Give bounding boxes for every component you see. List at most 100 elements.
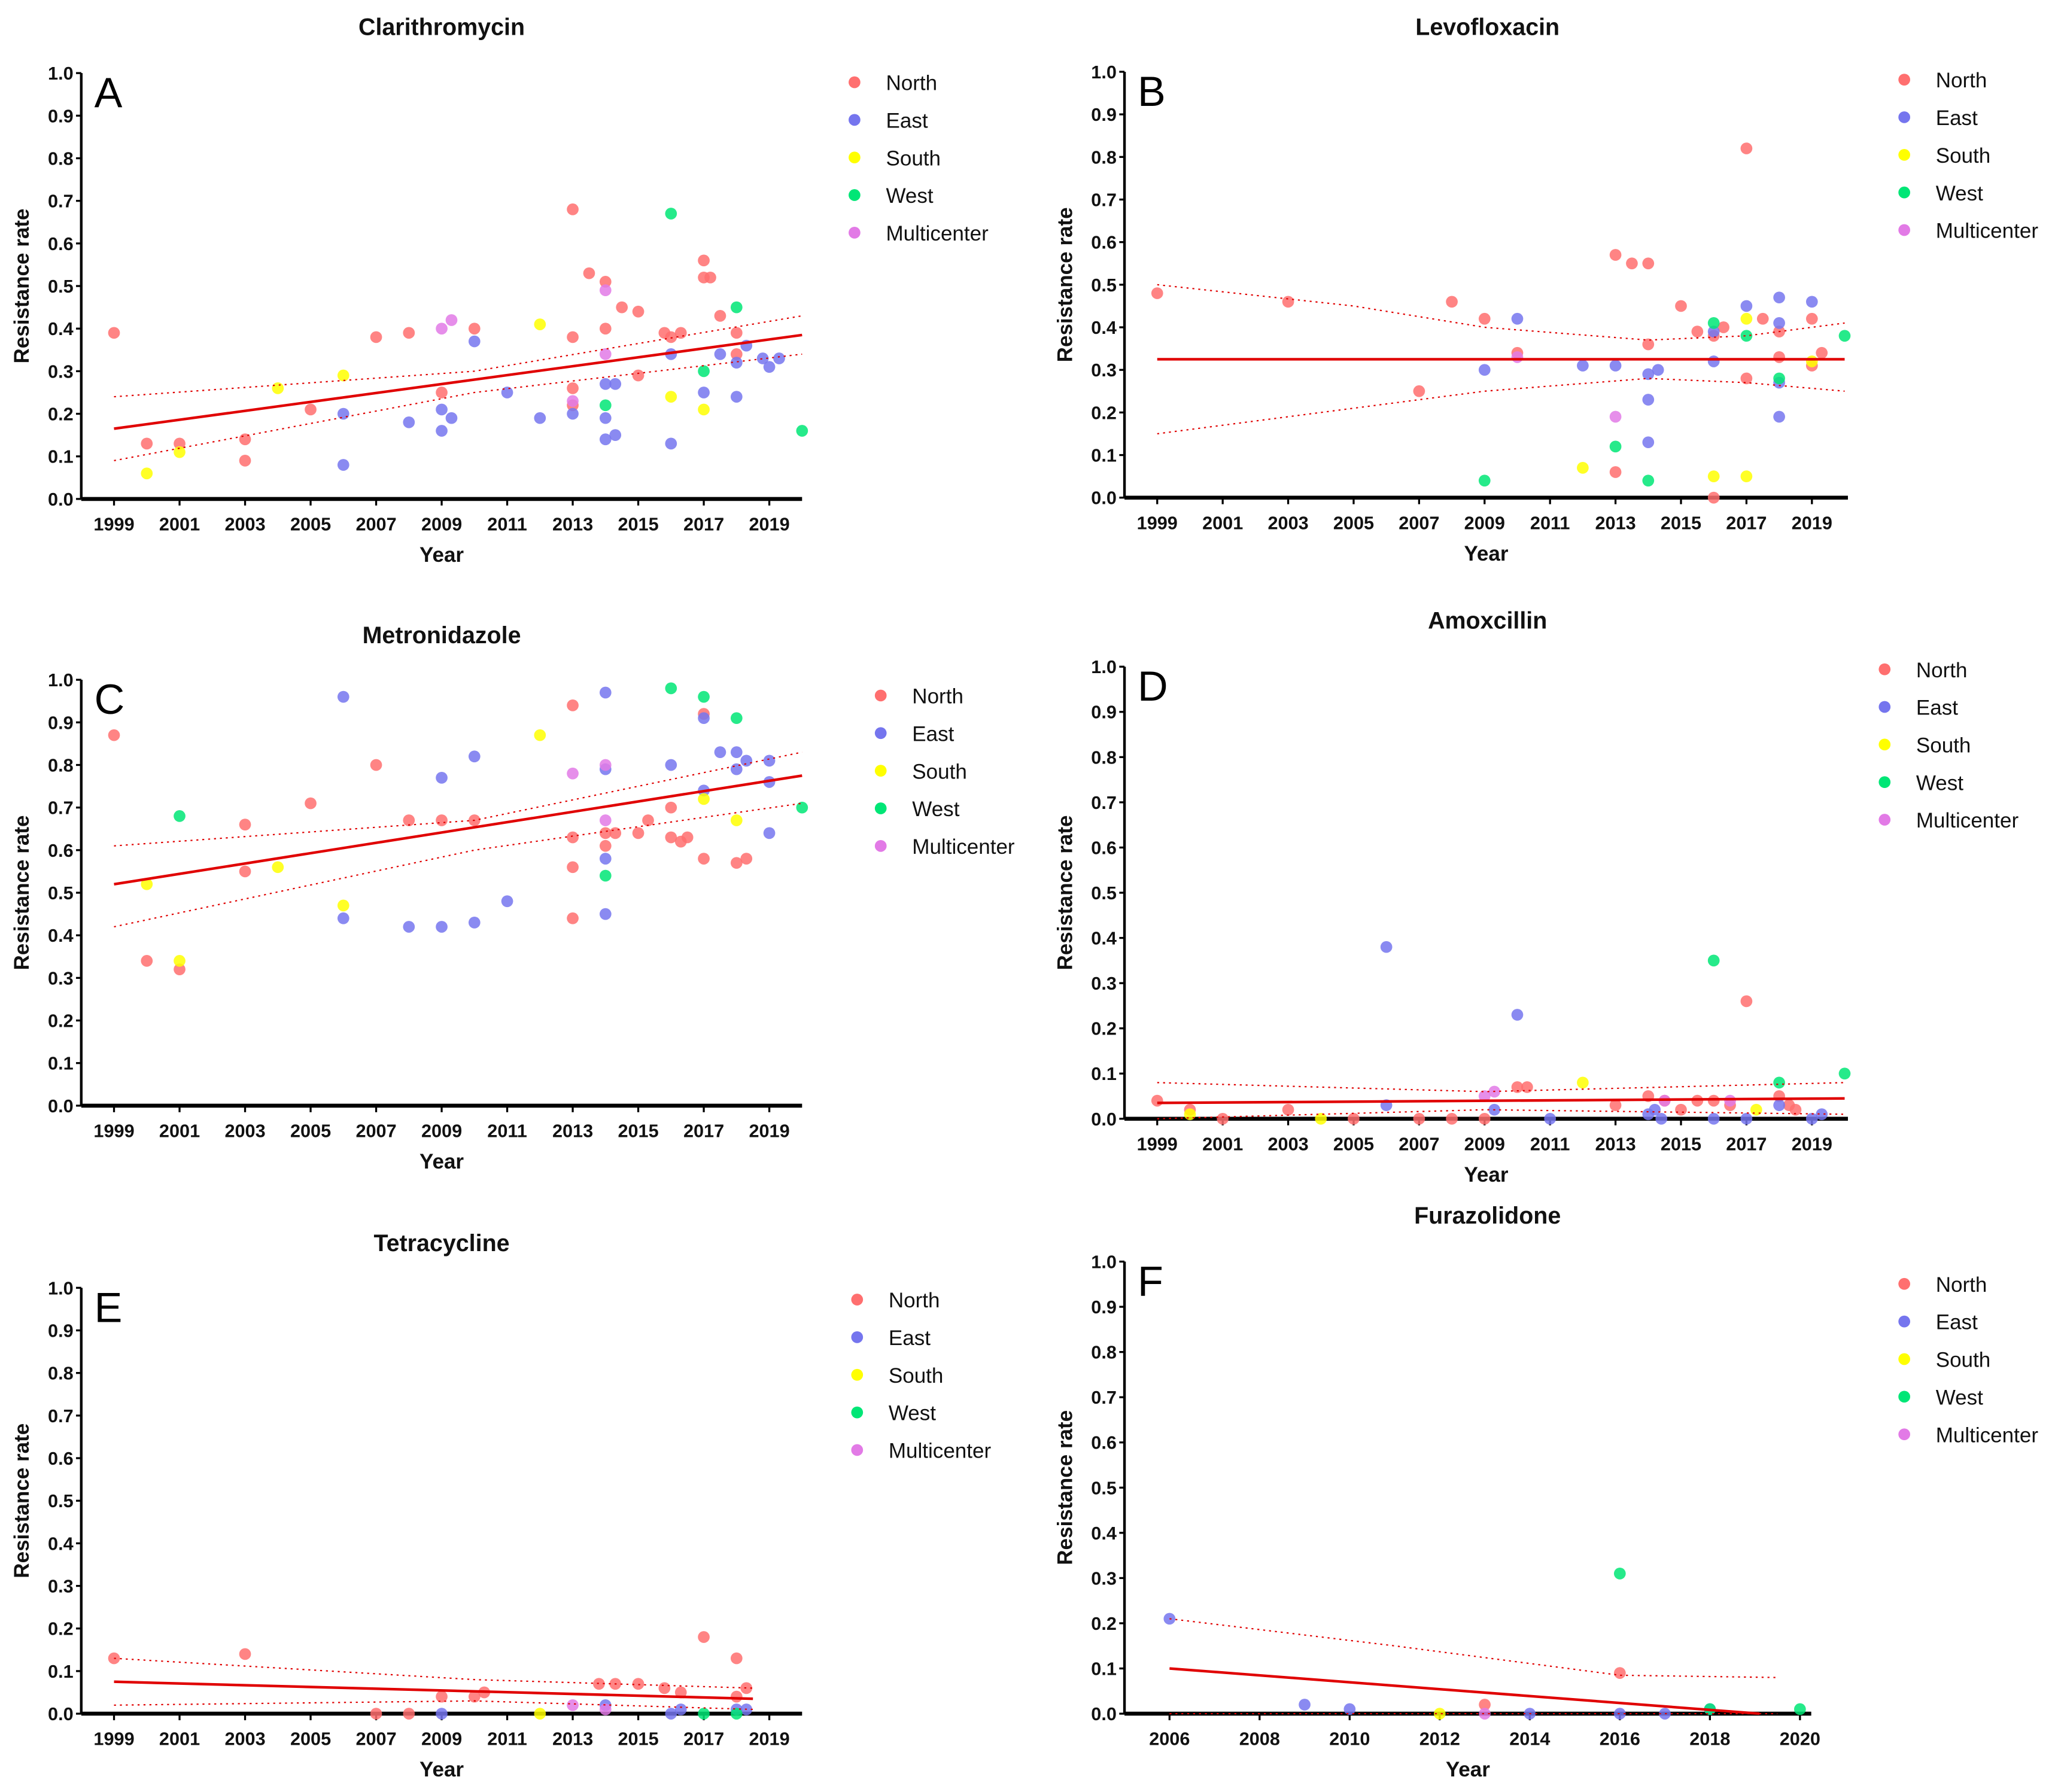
panel-letter: E (95, 1284, 123, 1331)
y-tick-label: 0.5 (1091, 883, 1117, 903)
y-tick-label: 0.4 (48, 319, 74, 339)
y-tick-label: 0.3 (1091, 360, 1117, 381)
data-point-east (1299, 1699, 1311, 1711)
data-point-east (698, 387, 710, 398)
data-point-east (1478, 364, 1491, 376)
data-point-north (174, 437, 186, 450)
data-point-west (1793, 1703, 1806, 1715)
data-point-north (1707, 491, 1720, 504)
data-point-east (609, 378, 622, 390)
data-point-north (730, 348, 743, 360)
data-point-multicenter (599, 348, 612, 360)
x-tick-label: 2001 (1202, 513, 1243, 533)
data-point-west (665, 208, 677, 220)
y-tick-label: 0.4 (48, 1534, 74, 1554)
legend-marker-multicenter (1898, 1428, 1910, 1441)
x-tick-label: 2016 (1600, 1729, 1640, 1750)
y-tick-label: 0.8 (48, 1364, 74, 1384)
data-point-south (534, 318, 546, 330)
legend-marker-west (1898, 186, 1910, 199)
x-tick-label: 2003 (1267, 1134, 1308, 1154)
x-tick-label: 2015 (1661, 1134, 1701, 1154)
data-point-north (567, 831, 579, 844)
legend-label-west: West (886, 184, 933, 208)
legend-marker-north (851, 1294, 864, 1306)
data-point-west (1613, 1568, 1626, 1580)
legend-marker-east (851, 1331, 864, 1343)
data-point-north (567, 861, 579, 874)
data-point-multicenter (1479, 1708, 1491, 1720)
x-tick-label: 2015 (618, 514, 658, 534)
data-point-south (174, 446, 186, 458)
x-tick-label: 2005 (290, 1729, 331, 1750)
data-point-east (665, 759, 677, 771)
y-tick-label: 0.2 (48, 404, 74, 425)
y-tick-label: 0.9 (48, 1321, 74, 1341)
data-point-south (141, 467, 153, 480)
ci-lower-line (1157, 1109, 1845, 1119)
data-point-north (730, 327, 743, 339)
y-tick-label: 0.0 (1091, 1704, 1117, 1724)
data-point-north (567, 203, 579, 215)
x-tick-label: 2007 (1399, 513, 1439, 533)
data-point-east (1343, 1703, 1356, 1715)
y-tick-label: 0.2 (48, 1619, 74, 1639)
data-point-east (714, 746, 726, 758)
data-point-north (1282, 1103, 1294, 1116)
legend-marker-west (1898, 1391, 1910, 1403)
y-tick-label: 1.0 (48, 63, 74, 84)
y-tick-label: 0.6 (48, 841, 74, 861)
data-point-east (763, 827, 776, 839)
x-tick-label: 2012 (1419, 1729, 1460, 1750)
legend-label-multicenter: Multicenter (889, 1440, 992, 1463)
data-point-north (239, 1648, 251, 1660)
data-point-east (756, 352, 769, 364)
data-point-south (1740, 470, 1753, 482)
data-point-west (174, 810, 186, 822)
data-point-east (436, 921, 448, 933)
x-tick-label: 2015 (618, 1121, 658, 1141)
data-point-south (665, 391, 677, 403)
y-tick-label: 0.1 (48, 1054, 74, 1074)
data-point-east (1511, 1009, 1524, 1021)
x-tick-label: 1999 (1137, 1134, 1178, 1154)
data-point-north (1626, 257, 1638, 270)
data-point-north (141, 437, 153, 450)
data-point-north (1740, 995, 1753, 1008)
data-point-north (714, 309, 726, 322)
y-tick-label: 0.3 (48, 361, 74, 382)
legend-marker-north (849, 76, 861, 89)
data-point-north (698, 254, 710, 267)
data-point-multicenter (1511, 351, 1524, 363)
y-tick-label: 0.1 (1091, 1064, 1117, 1084)
data-point-north (108, 327, 120, 339)
data-point-east (403, 416, 415, 428)
y-tick-label: 0.2 (1091, 403, 1117, 423)
data-point-north (1151, 1094, 1163, 1107)
legend-marker-north (1898, 1277, 1910, 1290)
data-point-north (1691, 325, 1704, 337)
trend-line (114, 774, 802, 886)
y-tick-label: 0.7 (48, 1406, 74, 1426)
data-point-south (534, 1708, 546, 1720)
data-point-north (567, 699, 579, 711)
legend-label-east: East (889, 1326, 931, 1350)
legend-label-west: West (1936, 182, 1983, 205)
data-point-west (730, 712, 743, 725)
y-tick-label: 0.4 (1091, 318, 1117, 338)
y-tick-label: 0.4 (48, 926, 74, 946)
trend-line (1157, 1097, 1845, 1105)
data-point-east (445, 412, 458, 424)
x-tick-label: 2019 (1792, 1134, 1832, 1154)
data-point-north (698, 1631, 710, 1643)
data-point-east (1740, 1112, 1753, 1125)
x-tick-label: 2013 (552, 1121, 593, 1141)
panel-b: Levofloxacin B 0.0 0.1 0.2 0.3 0.4 0.5 0.6 0.7 0.8… (1053, 14, 2038, 565)
trend-line (114, 1680, 753, 1700)
data-point-east (1773, 410, 1785, 423)
x-tick-label: 2009 (421, 1121, 462, 1141)
legend-label-south: South (912, 760, 967, 783)
data-point-east (1655, 1112, 1668, 1125)
y-tick-label: 0.0 (48, 489, 74, 510)
y-tick-label: 0.4 (1091, 1523, 1117, 1544)
